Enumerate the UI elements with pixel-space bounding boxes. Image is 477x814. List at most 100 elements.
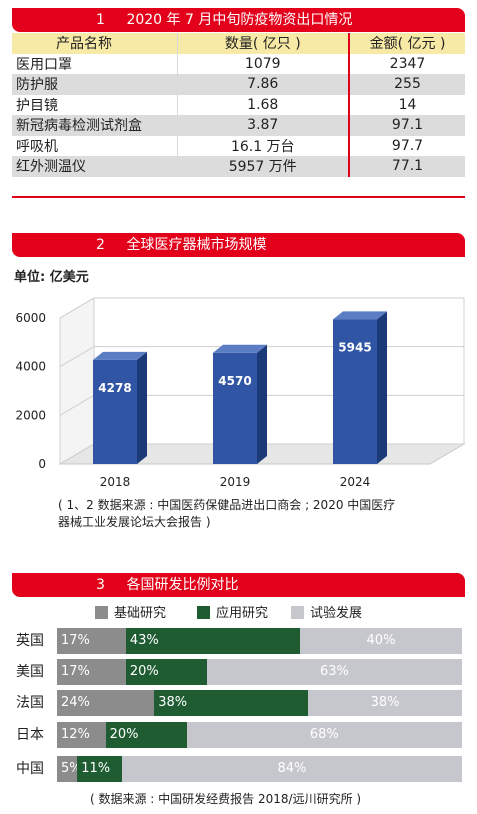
section1-title: 2020 年 7 月中旬防疫物资出口情况 xyxy=(126,12,353,28)
column-header-name: 产品名称 xyxy=(12,33,177,54)
bar-segment: 40% xyxy=(299,628,462,654)
cell-amount: 77.1 xyxy=(348,156,465,177)
bar-top xyxy=(213,344,267,353)
legend-item: 基础研究 xyxy=(95,605,166,623)
cell-quantity: 16.1 万台 xyxy=(176,135,349,156)
bar xyxy=(93,359,137,464)
export-table: 产品名称 数量( 亿只 ) 金额( 亿元 ) 医用口罩 1079 2347 防护服 7.… xyxy=(12,33,465,177)
bar-segment: 17% xyxy=(57,628,126,654)
bar-side xyxy=(377,311,387,464)
country-label: 美国 xyxy=(16,664,44,680)
legend-label: 试验发展 xyxy=(310,606,363,621)
bar-segment: 5% xyxy=(57,756,78,782)
bar-segment: 84% xyxy=(121,756,462,782)
legend-swatch xyxy=(95,606,108,619)
section2-number: 2 xyxy=(96,237,105,253)
cell-quantity: 7.86 xyxy=(176,74,349,95)
bar-value-label: 5945 xyxy=(338,340,371,354)
table-bottom-rule xyxy=(12,196,465,198)
section3-number: 3 xyxy=(96,577,105,593)
bar-value-label: 4278 xyxy=(98,381,131,395)
bar-segment: 20% xyxy=(125,659,207,685)
cell-product-name: 呼吸机 xyxy=(12,135,177,156)
bar-segment: 43% xyxy=(125,628,300,654)
cell-amount: 97.1 xyxy=(348,115,465,136)
bar-segment: 20% xyxy=(105,722,187,748)
section3-source: ( 数据来源 : 中国研发经费报告 2018/远川研究所 ) xyxy=(90,792,362,806)
section2-title: 全球医疗器械市场规模 xyxy=(126,237,267,253)
section2-source-line1: ( 1、2 数据来源 : 中国医药保健品进出口商会 ; 2020 中国医疗 xyxy=(58,498,396,512)
section3-title: 各国研发比例对比 xyxy=(126,577,239,593)
table-row: 护目镜 1.68 14 xyxy=(12,94,465,115)
section1-number: 1 xyxy=(96,12,105,28)
section2-source-line2: 器械工业发展论坛大会报告 ) xyxy=(58,515,211,529)
stacked-bar-row: 17% 43% 40% xyxy=(57,628,462,654)
table-row: 呼吸机 16.1 万台 97.7 xyxy=(12,135,465,156)
chart-side-wall xyxy=(59,297,95,465)
cell-quantity: 3.87 xyxy=(176,115,349,136)
legend-label: 基础研究 xyxy=(114,606,167,621)
country-label: 英国 xyxy=(16,633,44,649)
legend-item: 试验发展 xyxy=(291,605,362,623)
cell-quantity: 1.68 xyxy=(176,94,349,115)
bar-segment: 24% xyxy=(57,690,155,716)
stacked-bar-row: 17% 20% 63% xyxy=(57,659,462,685)
cell-quantity: 5957 万件 xyxy=(176,156,349,177)
legend-item: 应用研究 xyxy=(197,605,268,623)
bar-segment: 68% xyxy=(186,722,462,748)
bar-segment: 11% xyxy=(77,756,122,782)
stacked-bar-row: 12% 20% 68% xyxy=(57,722,462,748)
y-tick-label: 0 xyxy=(38,457,46,471)
bar xyxy=(213,352,257,464)
bar-segment: 12% xyxy=(57,722,106,748)
chart-back-wall xyxy=(93,297,465,445)
bar-side xyxy=(257,344,267,464)
country-label: 法国 xyxy=(16,695,44,711)
column-header-amount: 金额( 亿元 ) xyxy=(348,33,465,54)
section1-header: 1 2020 年 7 月中旬防疫物资出口情况 xyxy=(12,8,465,32)
cell-amount: 14 xyxy=(348,94,465,115)
bar-side xyxy=(137,351,147,464)
cell-product-name: 防护服 xyxy=(12,74,177,95)
gridline xyxy=(59,297,464,319)
cell-product-name: 护目镜 xyxy=(12,94,177,115)
x-tick-label: 2018 xyxy=(100,475,131,489)
section2-header: 2 全球医疗器械市场规模 xyxy=(12,233,465,257)
stacked-bar-row: 5%11%84% xyxy=(57,756,462,782)
table-row: 红外测温仪 5957 万件 77.1 xyxy=(12,156,465,177)
bar-segment: 38% xyxy=(154,690,309,716)
bar-top xyxy=(93,351,147,360)
bar-segment: 38% xyxy=(308,690,462,716)
country-label: 中国 xyxy=(16,761,44,777)
x-tick-label: 2024 xyxy=(340,475,371,489)
x-tick-label: 2019 xyxy=(220,475,251,489)
cell-product-name: 新冠病毒检测试剂盒 xyxy=(12,115,177,136)
legend-swatch xyxy=(197,606,210,619)
legend-label: 应用研究 xyxy=(216,606,269,621)
bar-segment: 17% xyxy=(57,659,126,685)
bar-segment: 63% xyxy=(206,659,462,685)
country-label: 日本 xyxy=(16,727,44,743)
table-header-row: 产品名称 数量( 亿只 ) 金额( 亿元 ) xyxy=(12,33,465,54)
chart-unit-label: 单位: 亿美元 xyxy=(14,270,89,285)
cell-product-name: 红外测温仪 xyxy=(12,156,177,177)
table-row: 医用口罩 1079 2347 xyxy=(12,53,465,74)
stacked-bar-row: 24% 38% 38% xyxy=(57,690,462,716)
bar xyxy=(333,319,377,464)
section2-source: ( 1、2 数据来源 : 中国医药保健品进出口商会 ; 2020 中国医疗 器械… xyxy=(58,497,395,531)
bar-value-label: 4570 xyxy=(218,374,251,388)
section3-header: 3 各国研发比例对比 xyxy=(12,573,465,597)
y-tick-label: 2000 xyxy=(15,408,46,422)
cell-amount: 2347 xyxy=(348,53,465,74)
column-header-qty: 数量( 亿只 ) xyxy=(176,33,349,54)
cell-amount: 255 xyxy=(348,74,465,95)
cell-product-name: 医用口罩 xyxy=(12,53,177,74)
table-row: 防护服 7.86 255 xyxy=(12,74,465,95)
cell-quantity: 1079 xyxy=(176,53,349,74)
table-row: 新冠病毒检测试剂盒 3.87 97.1 xyxy=(12,115,465,136)
y-tick-label: 6000 xyxy=(15,311,46,325)
legend-swatch xyxy=(291,606,304,619)
cell-amount: 97.7 xyxy=(348,135,465,156)
bar-top xyxy=(333,311,387,320)
market-size-bar-chart: 0 2000 4000 6000 4278 2018 4570 2019 5945 2024 xyxy=(15,297,466,489)
